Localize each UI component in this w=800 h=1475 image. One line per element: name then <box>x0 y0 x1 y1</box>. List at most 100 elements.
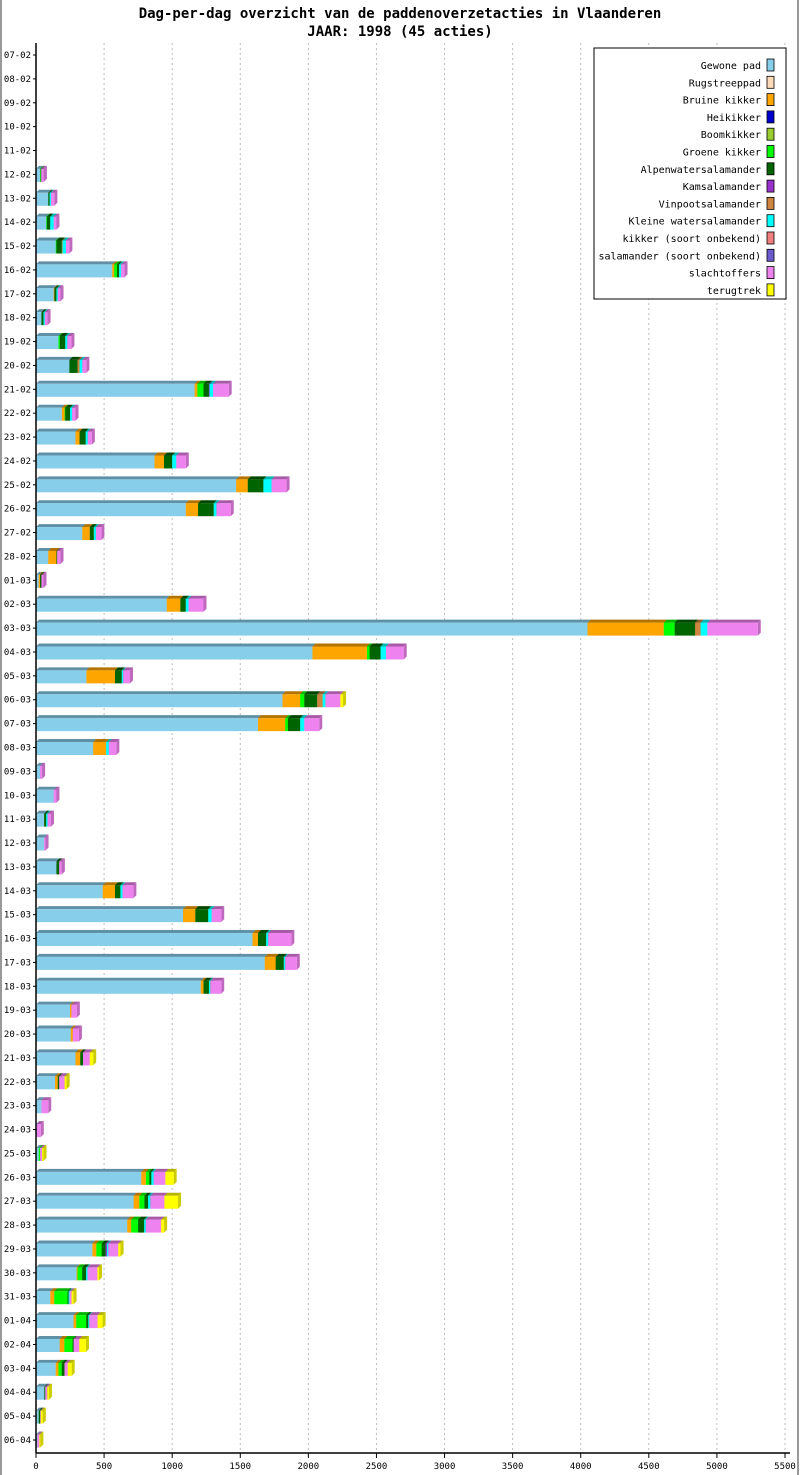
bar-segment-top <box>36 452 158 456</box>
bar-segment-front <box>282 694 301 708</box>
bar-segment-top <box>53 213 60 217</box>
bar-segment-front <box>287 718 301 732</box>
bar-segment-top <box>36 643 316 647</box>
bar-segment-terugtrek <box>39 1431 44 1448</box>
bar-segment-front <box>118 1243 121 1257</box>
bar-segment-top <box>108 1240 122 1244</box>
bar-segment-front <box>154 455 165 469</box>
y-tick-label: 03-03 <box>4 624 31 634</box>
bar-segment-top <box>56 237 65 241</box>
bar-segment-top <box>59 858 65 862</box>
bar-segment-front <box>119 264 122 278</box>
bar-segment-top <box>105 1240 110 1244</box>
bar-segment-front <box>148 1195 151 1209</box>
bar-segment-top <box>59 1335 68 1339</box>
bar-segment-top <box>55 237 60 241</box>
y-tick-label: 23-02 <box>4 433 31 443</box>
bar-segment-top <box>141 1168 149 1172</box>
y-tick-label: 31-03 <box>4 1293 31 1303</box>
bar-segment-top <box>41 1097 52 1101</box>
bar-segment-side <box>61 858 65 875</box>
bar-segment-front <box>139 1195 145 1209</box>
bar-segment-top <box>188 595 207 599</box>
bar-segment-terugtrek <box>79 1335 89 1352</box>
legend-label: Kleine watersalamander <box>629 217 761 228</box>
bar-segment-top <box>695 619 704 623</box>
bar-segment-top <box>64 1335 76 1339</box>
bar-segment-top <box>72 1335 77 1339</box>
bar-segment-top <box>304 691 321 695</box>
bar-segment-gewone-pad <box>36 333 62 350</box>
bar-segment-front <box>166 598 181 612</box>
bar-segment-top <box>36 786 57 790</box>
bar-segment-top <box>707 619 761 623</box>
bar-segment-top <box>79 1335 89 1339</box>
legend-swatch <box>766 162 775 176</box>
bar-segment-front <box>87 431 92 445</box>
bar-segment-slachtoffers <box>121 261 128 278</box>
bar-segment-front <box>44 813 47 827</box>
bar-segment-front <box>208 383 210 397</box>
bar-segment-front <box>59 336 66 350</box>
bar-segment-top <box>154 452 168 456</box>
bar-segment-front <box>108 1243 119 1257</box>
bar-segment-front <box>153 1171 166 1185</box>
bar-segment-front <box>304 718 320 732</box>
bar-segment-front <box>44 312 48 326</box>
bar-segment-top <box>45 1383 51 1387</box>
bar-segment-top <box>77 1264 86 1268</box>
bar-segment-top <box>211 906 225 910</box>
bar-segment-top <box>268 930 295 934</box>
bar-segment-side <box>93 1049 97 1066</box>
bar-segment-front <box>36 1195 134 1209</box>
bar-segment-top <box>57 547 64 551</box>
bar-segment-front <box>195 909 209 923</box>
bar-segment-slachtoffers <box>211 906 225 923</box>
bar-segment-top <box>36 500 189 504</box>
bar-segment-gewone-pad <box>36 500 189 517</box>
bar-segment-top <box>36 380 198 384</box>
bar-segment-slachtoffers <box>72 404 79 421</box>
bar-segment-top <box>36 595 170 599</box>
y-tick-label: 03-04 <box>4 1364 31 1374</box>
bar-segment-front <box>208 980 211 994</box>
bar-segment-top <box>36 1192 137 1196</box>
bar-segment-front <box>38 1147 41 1161</box>
bar-segment-front <box>36 1362 56 1376</box>
bar-segment-front <box>38 574 41 588</box>
bar-segment-top <box>380 643 389 647</box>
legend-box <box>593 47 787 300</box>
bar-segment-top <box>50 1288 58 1292</box>
bar-segment-top <box>59 333 69 337</box>
bar-segment-side <box>120 1240 124 1257</box>
y-tick-label: 25-03 <box>4 1149 31 1159</box>
bar-segment-front <box>55 240 57 254</box>
bar-segment-top <box>38 1144 44 1148</box>
bar-segment-top <box>76 1264 81 1268</box>
bar-segment-front <box>36 598 167 612</box>
bar-segment-side <box>56 786 60 803</box>
bar-segment-front <box>64 407 66 421</box>
bar-segment-front <box>40 765 43 779</box>
bar-segment-top <box>36 476 240 480</box>
bar-segment-top <box>61 237 66 241</box>
bar-segment-top <box>185 500 202 504</box>
bar-segment-front <box>97 1267 100 1281</box>
bar-segment-front <box>236 479 248 493</box>
y-tick-label: 19-03 <box>4 1006 31 1016</box>
bar-segment-front <box>151 1171 154 1185</box>
bar-segment-side <box>76 1001 80 1018</box>
bar-segment-side <box>71 1359 75 1376</box>
bar-segment-front <box>36 956 265 970</box>
bars <box>36 165 761 1448</box>
bar-segment-front <box>340 694 344 708</box>
bar-segment-front <box>257 933 267 947</box>
bar-segment-top <box>133 1192 143 1196</box>
legend-label: Gewone pad <box>701 61 761 72</box>
bar-segment-front <box>70 407 73 421</box>
bar-segment-front <box>108 742 117 755</box>
bar-segment-top <box>36 953 268 957</box>
bar-segment-side <box>43 1144 47 1161</box>
bar-segment-gewone-pad <box>36 1049 79 1066</box>
bar-segment-slachtoffers <box>176 452 189 469</box>
